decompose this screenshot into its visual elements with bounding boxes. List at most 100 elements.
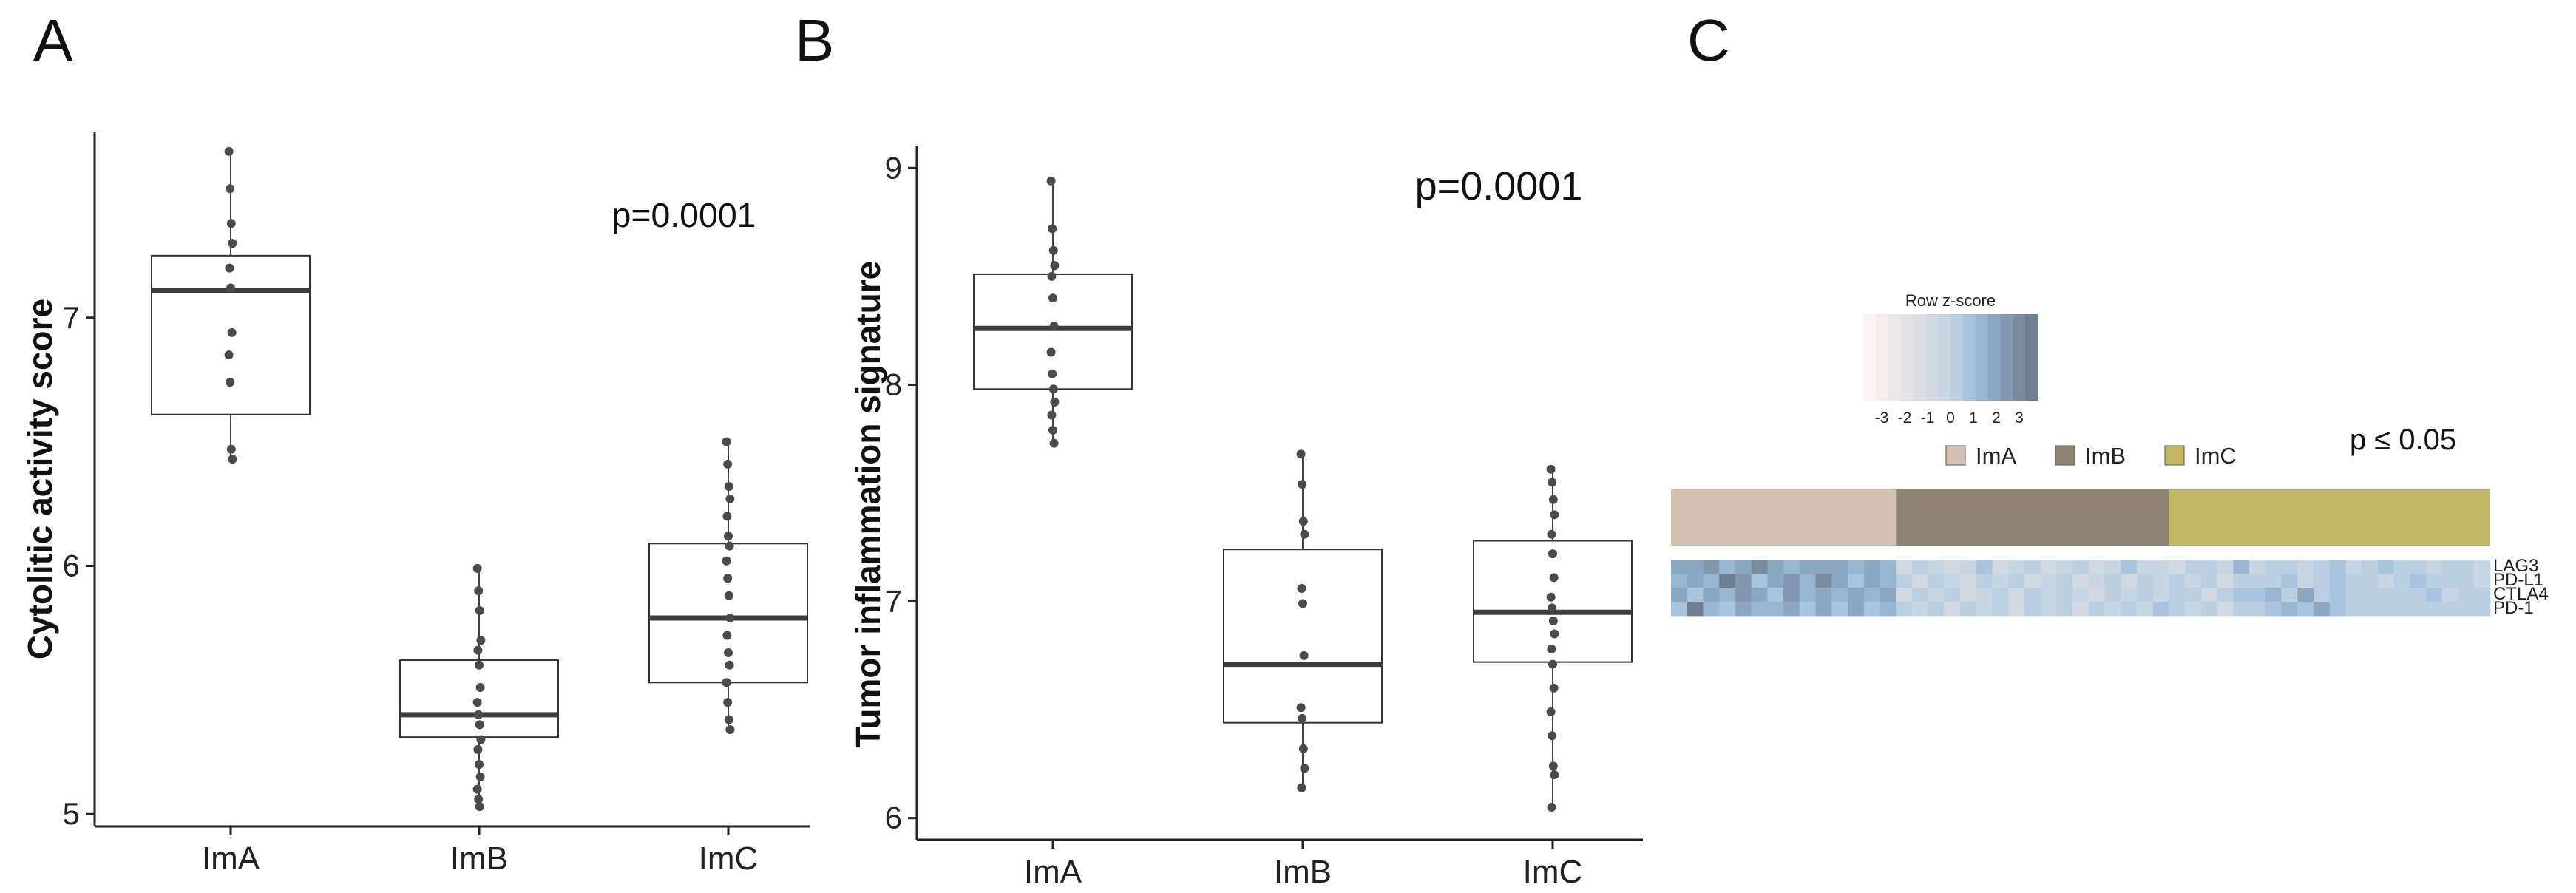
y-tick-label: 7 [885, 584, 902, 619]
data-point [1047, 410, 1057, 420]
data-point [725, 725, 735, 735]
heatmap-cell [2362, 602, 2379, 617]
heatmap-cell [1960, 602, 1977, 617]
data-point [472, 563, 482, 573]
heatmap-cell [2072, 588, 2089, 602]
data-point [475, 760, 484, 770]
heatmap-cell [1992, 588, 2009, 602]
heatmap-cell [1976, 560, 1993, 574]
color-scale-swatch [2025, 314, 2038, 401]
heatmap-cell [2362, 574, 2379, 588]
color-scale-swatch [1888, 314, 1902, 401]
data-point [475, 683, 485, 692]
heatmap-cell [2088, 574, 2105, 588]
heatmap-cell [1928, 574, 1945, 588]
heatmap-cell [2152, 602, 2169, 617]
p-value-annotation: p=0.0001 [612, 196, 756, 234]
heatmap-cell [2024, 588, 2041, 602]
heatmap-cell [2088, 560, 2105, 574]
data-point [1300, 529, 1309, 539]
color-scale-swatch [2013, 314, 2026, 401]
heatmap-cell [1880, 602, 1897, 617]
row-label-pd-1: PD-1 [2493, 598, 2534, 618]
data-point [472, 784, 482, 794]
data-point [1548, 616, 1558, 625]
data-point [224, 146, 234, 156]
panel-letter-c: C [1687, 7, 1730, 73]
y-tick-label: 6 [885, 801, 902, 835]
heatmap-cell [2104, 602, 2121, 617]
heatmap-cell [2040, 560, 2057, 574]
data-point [476, 636, 486, 645]
heatmap-cell [1831, 602, 1848, 617]
data-point [1548, 549, 1557, 559]
heatmap-cell [2393, 588, 2410, 602]
heatmap-cell [2458, 602, 2475, 617]
heatmap-cell [2121, 588, 2138, 602]
x-tick-label: ImC [1523, 854, 1583, 890]
color-scale-tick: -3 [1875, 410, 1889, 427]
heatmap-cell [2152, 560, 2169, 574]
heatmap-cell [2200, 574, 2218, 588]
color-scale-tick: 1 [1969, 410, 1978, 427]
heatmap-cell [2426, 588, 2443, 602]
data-point [724, 715, 733, 724]
heatmap-cell [1863, 574, 1880, 588]
data-point [226, 378, 235, 387]
heatmap-cell [1767, 602, 1784, 617]
data-point [1049, 438, 1059, 448]
legend-swatch-ima [1945, 445, 1966, 466]
heatmap-cell [2169, 560, 2186, 574]
data-point [1046, 347, 1056, 357]
heatmap-cell [2474, 574, 2491, 588]
heatmap-cell [2345, 560, 2362, 574]
heatmap-cell [1719, 574, 1736, 588]
heatmap-cell [2410, 588, 2427, 602]
heatmap-cell [2474, 602, 2491, 617]
heatmap-cell [2185, 588, 2202, 602]
heatmap-cell [1735, 560, 1752, 574]
data-point [476, 735, 486, 744]
data-point [724, 648, 733, 657]
heatmap-cell [2121, 602, 2138, 617]
heatmap-cell [2121, 574, 2138, 588]
data-point [1548, 495, 1558, 504]
heatmap-cell [1815, 560, 1832, 574]
heatmap-cell [2249, 574, 2266, 588]
data-point [1298, 744, 1308, 753]
data-point [1547, 803, 1556, 812]
heatmap-cell [2314, 560, 2331, 574]
heatmap-cell [2314, 588, 2331, 602]
heatmap-cell [2024, 574, 2041, 588]
heatmap-cell [2345, 574, 2362, 588]
panel-letter-a: A [33, 7, 73, 73]
heatmap-cell [2056, 602, 2073, 617]
heatmap-cell [2393, 560, 2410, 574]
heatmap-cell [1671, 574, 1688, 588]
heatmap-cell [2297, 574, 2314, 588]
heatmap-cell [1847, 602, 1865, 617]
heatmap-cell [1719, 588, 1736, 602]
y-tick-label: 8 [885, 367, 902, 401]
data-point [1548, 603, 1557, 613]
heatmap-cell [1735, 588, 1752, 602]
heatmap-cell [2458, 560, 2475, 574]
data-point [722, 512, 732, 521]
heatmap-cell [1735, 574, 1752, 588]
data-point [723, 698, 733, 707]
color-scale-swatch [1938, 314, 1951, 401]
heatmap-cell [1815, 588, 1832, 602]
heatmap-cell [2265, 602, 2282, 617]
heatmap-cell [1928, 560, 1945, 574]
heatmap-cell [1783, 588, 1800, 602]
heatmap-cell [2281, 602, 2298, 617]
heatmap-cell [2056, 560, 2073, 574]
heatmap-cell [2185, 574, 2202, 588]
heatmap-cell [1880, 588, 1897, 602]
heatmap-cell [2152, 574, 2169, 588]
color-scale-title: Row z-score [1905, 291, 1996, 310]
data-point [1546, 464, 1556, 474]
heatmap-cell [2024, 602, 2041, 617]
heatmap-cell [2377, 560, 2395, 574]
